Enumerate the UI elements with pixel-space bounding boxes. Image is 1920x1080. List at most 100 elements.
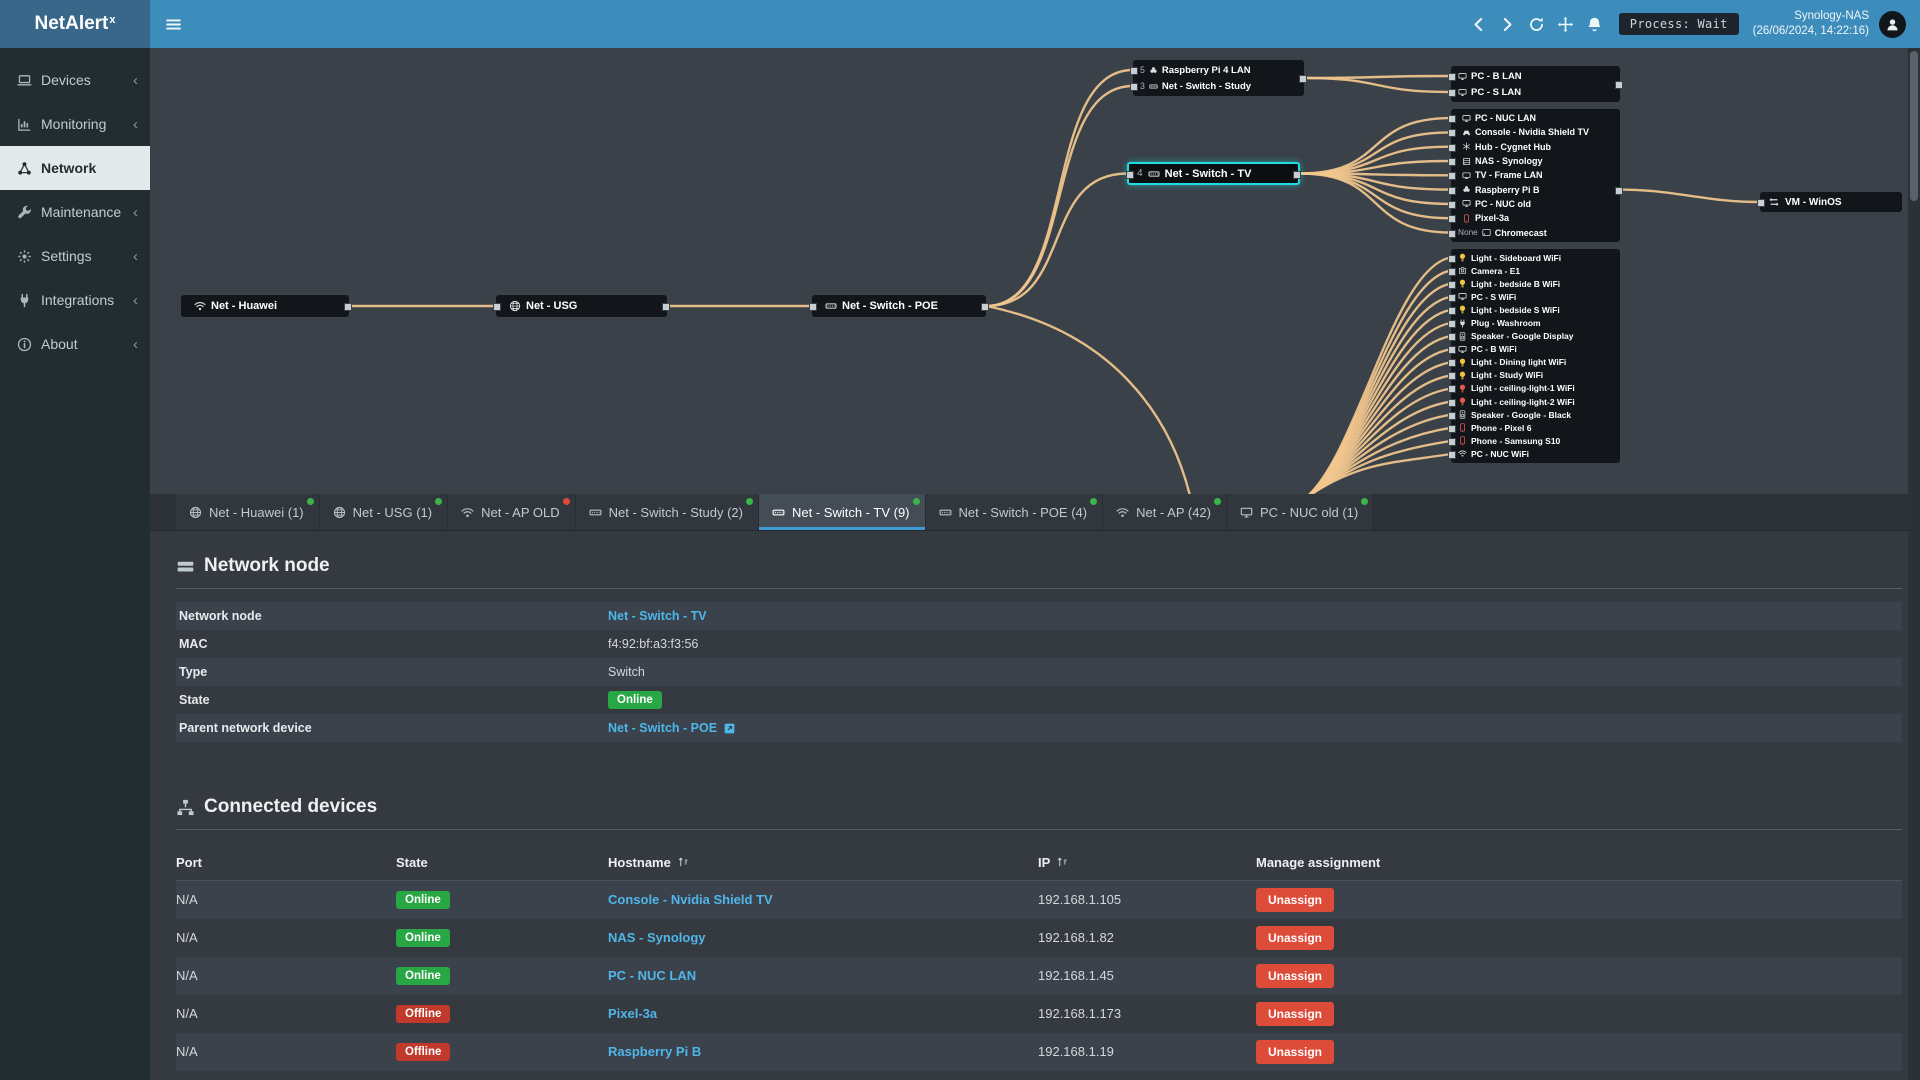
network-node-tab[interactable]: PC - NUC old (1) — [1227, 494, 1375, 530]
device-node[interactable]: PC - NUC old — [1448, 197, 1620, 211]
network-node-tab[interactable]: Net - Huawei (1) — [176, 494, 320, 530]
section-title-text: Connected devices — [204, 796, 378, 817]
device-node[interactable]: PC - S LAN — [1448, 84, 1620, 100]
notifications-button[interactable] — [1580, 0, 1609, 48]
sidebar-item[interactable]: Devices ‹ — [0, 58, 150, 102]
device-node[interactable]: Speaker - Google - Black — [1448, 408, 1620, 421]
nav-back-button[interactable] — [1464, 0, 1493, 48]
device-link[interactable]: PC - NUC LAN — [608, 968, 697, 983]
device-node[interactable]: 5 Raspberry Pi 4 LAN — [1130, 62, 1304, 78]
network-node[interactable]: Net - Huawei — [181, 295, 352, 317]
device-link[interactable]: Raspberry Pi B — [608, 1044, 702, 1059]
device-node[interactable]: PC - NUC WiFi — [1448, 447, 1620, 460]
device-node[interactable]: Light - ceiling-light-2 WiFi — [1448, 395, 1620, 408]
detail-row: Type Switch — [176, 658, 1902, 686]
vm-node[interactable]: VM - WinOS — [1757, 192, 1902, 212]
device-link[interactable]: NAS - Synology — [608, 930, 706, 945]
device-node[interactable]: PC - NUC LAN — [1448, 111, 1620, 125]
user-avatar[interactable] — [1879, 10, 1906, 38]
device-node[interactable]: Phone - Pixel 6 — [1448, 421, 1620, 434]
nic-icon — [176, 557, 195, 576]
device-node[interactable]: Light - bedside B WiFi — [1448, 277, 1620, 290]
device-node[interactable]: Hub - Cygnet Hub — [1448, 140, 1620, 154]
device-node[interactable]: Speaker - Google Display — [1448, 330, 1620, 343]
network-node-tab[interactable]: Net - USG (1) — [319, 494, 449, 530]
device-node[interactable]: 3 Net - Switch - Study — [1130, 78, 1304, 94]
sitemap-icon — [176, 798, 195, 817]
phone-icon — [1458, 423, 1467, 432]
device-node[interactable]: Light - Sideboard WiFi — [1448, 251, 1620, 264]
pan-mode-button[interactable] — [1551, 0, 1580, 48]
detail-value[interactable]: Online — [608, 691, 662, 709]
device-row: N/A Online PC - NUC LAN 192.168.1.45 Una… — [176, 956, 1902, 995]
scrollbar-thumb[interactable] — [1910, 51, 1918, 201]
node-label: Light - bedside B WiFi — [1471, 278, 1561, 289]
sidebar-item[interactable]: About ‹ — [0, 322, 150, 366]
network-node[interactable]: Net - Switch - POE — [809, 295, 989, 317]
device-link[interactable]: Console - Nvidia Shield TV — [608, 892, 773, 908]
vertical-scrollbar[interactable] — [1908, 48, 1920, 1080]
selected-network-node[interactable]: 4 Net - Switch - TV — [1126, 162, 1301, 185]
sidebar-item[interactable]: Integrations ‹ — [0, 278, 150, 322]
sidebar-item[interactable]: Settings ‹ — [0, 234, 150, 278]
unassign-button[interactable]: Unassign — [1256, 925, 1335, 950]
refresh-button[interactable] — [1522, 0, 1551, 48]
sidebar-item[interactable]: Monitoring ‹ — [0, 102, 150, 146]
detail-value[interactable]: Net - Switch - POE — [608, 721, 718, 735]
sidebar-item-label: Integrations — [41, 292, 115, 308]
node-label: Console - Nvidia Shield TV — [1475, 127, 1590, 138]
sort-icon[interactable] — [1056, 856, 1068, 868]
device-node[interactable]: PC - B WiFi — [1448, 343, 1620, 356]
device-node[interactable]: Light - Study WiFi — [1448, 369, 1620, 382]
device-node[interactable]: Light - bedside S WiFi — [1448, 303, 1620, 316]
network-node[interactable]: Net - USG — [493, 295, 670, 317]
hostname-column-header[interactable]: Hostname — [608, 846, 1038, 881]
plug-icon — [1458, 318, 1467, 328]
network-node-tab[interactable]: Net - AP (42) — [1103, 494, 1227, 530]
network-node-tab[interactable]: Net - Switch - TV (9) — [759, 494, 926, 530]
device-link[interactable]: Pixel-3a — [608, 1006, 658, 1021]
device-node[interactable]: NAS - Synology — [1448, 154, 1620, 168]
detail-label: Network node — [179, 609, 262, 623]
host-timestamp: (26/06/2024, 14:22:16) — [1752, 25, 1869, 37]
device-node[interactable]: Light - Dining light WiFi — [1448, 356, 1620, 369]
about-icon — [17, 337, 32, 352]
device-node[interactable]: Camera - E1 — [1448, 264, 1620, 277]
process-status-badge[interactable]: Process: Wait — [1618, 13, 1739, 35]
device-node[interactable]: None Chromecast — [1448, 225, 1620, 239]
pc-icon — [1462, 114, 1471, 123]
sidebar-item[interactable]: Maintenance ‹ — [0, 190, 150, 234]
device-node[interactable]: Pixel-3a — [1448, 211, 1620, 225]
device-node[interactable]: Raspberry Pi B — [1448, 182, 1623, 196]
device-node[interactable]: PC - B LAN — [1448, 68, 1620, 84]
ip-column-header[interactable]: IP — [1038, 846, 1256, 881]
unassign-button[interactable]: Unassign — [1256, 1001, 1335, 1026]
network-node-tab[interactable]: Net - Switch - Study (2) — [575, 494, 759, 530]
detail-value[interactable]: f4:92:bf:a3:f3:56 — [608, 637, 699, 651]
node-label: PC - NUC WiFi — [1471, 448, 1530, 459]
sidebar-item[interactable]: Network — [0, 146, 150, 190]
app-logo[interactable]: NetAlert x — [0, 0, 150, 48]
device-node[interactable]: Phone - Samsung S10 — [1448, 434, 1620, 447]
network-node-tab[interactable]: Net - AP OLD — [448, 494, 576, 530]
wifi-icon — [1458, 449, 1467, 458]
status-dot — [306, 498, 314, 505]
node-label: Phone - Pixel 6 — [1471, 422, 1532, 433]
unassign-button[interactable]: Unassign — [1256, 963, 1335, 988]
device-node[interactable]: PC - S WiFi — [1448, 290, 1620, 303]
phone-icon — [1462, 214, 1471, 223]
sort-icon[interactable] — [677, 856, 689, 868]
unassign-button[interactable]: Unassign — [1256, 887, 1335, 912]
device-node[interactable]: Plug - Washroom — [1448, 316, 1620, 329]
detail-value[interactable]: Net - Switch - TV — [608, 609, 707, 623]
sidebar-toggle-button[interactable] — [150, 0, 196, 48]
device-node[interactable]: TV - Frame LAN — [1448, 168, 1620, 182]
network-node-tab[interactable]: Net - Switch - POE (4) — [925, 494, 1104, 530]
nav-forward-button[interactable] — [1493, 0, 1522, 48]
topbar: NetAlert x Process: Wait Synology-NAS (26… — [0, 0, 1920, 48]
device-node[interactable]: Light - ceiling-light-1 WiFi — [1448, 382, 1620, 395]
detail-value[interactable]: Switch — [608, 665, 645, 679]
device-node[interactable]: Console - Nvidia Shield TV — [1448, 125, 1620, 139]
unassign-button[interactable]: Unassign — [1256, 1039, 1335, 1064]
detail-label: MAC — [179, 637, 208, 651]
